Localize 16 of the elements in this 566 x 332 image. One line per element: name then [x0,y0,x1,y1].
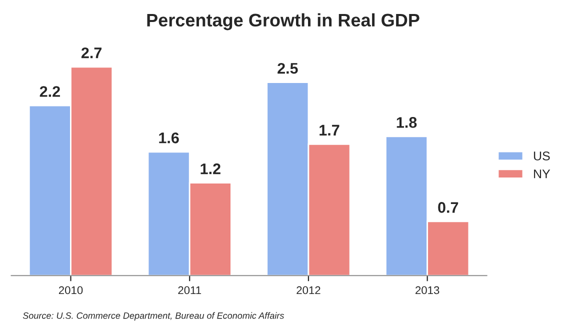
data-label: 1.8 [396,117,417,128]
data-label: 1.7 [320,124,340,136]
legend-label: US [534,152,550,160]
data-label: 1.2 [200,163,220,174]
data-label: 2.5 [278,62,298,74]
x-tick-label: 2013 [416,286,440,294]
x-tick-label: 2011 [178,286,202,294]
chart-title: Percentage Growth in Real GDP [147,13,420,30]
x-tick-label: 2010 [58,286,83,294]
data-label: 2.2 [40,86,60,97]
source-note: Source: U.S. Commerce Department, Bureau of Economic Affairs [22,312,284,321]
x-tick-label: 2012 [296,286,320,294]
data-label: 0.7 [438,202,458,213]
data-label: 2.7 [81,47,102,58]
data-label: 1.6 [159,132,179,144]
legend-label: NY [534,170,550,178]
